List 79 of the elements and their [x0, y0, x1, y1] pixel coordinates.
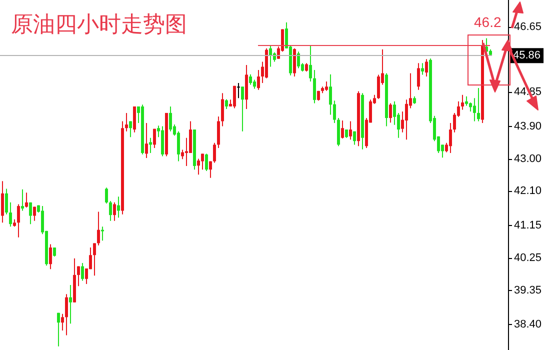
- candlestick: [5, 188, 8, 215]
- candlestick: [233, 85, 236, 109]
- candlestick: [109, 200, 112, 222]
- candlestick: [117, 196, 120, 218]
- candlestick: [465, 96, 468, 106]
- candlestick: [477, 88, 480, 122]
- candlestick: [145, 122, 148, 159]
- candlestick: [221, 92, 224, 127]
- candlestick: [237, 82, 240, 99]
- candlestick: [241, 86, 244, 132]
- candlestick: [469, 102, 472, 112]
- candlestick: [1, 180, 4, 224]
- candlestick: [69, 284, 72, 324]
- candlestick: [9, 202, 12, 228]
- candlestick: [65, 294, 68, 336]
- candlestick: [217, 116, 220, 148]
- y-tick-label: 41.15: [514, 220, 542, 232]
- candlestick: [393, 100, 396, 126]
- candlestick: [333, 100, 336, 124]
- candlestick: [53, 247, 56, 258]
- y-tick-label: 43.90: [514, 120, 542, 132]
- candlestick: [329, 74, 332, 116]
- candlestick: [309, 44, 312, 82]
- candlestick: [201, 153, 204, 170]
- candlestick: [425, 58, 428, 77]
- candlestick: [129, 120, 132, 138]
- candlestick: [325, 81, 328, 92]
- candlestick: [473, 98, 476, 122]
- candlestick: [189, 120, 192, 154]
- candlestick: [93, 242, 96, 276]
- y-tick-label: 46.65: [514, 21, 542, 34]
- candlestick: [377, 74, 380, 100]
- candlestick: [81, 262, 84, 282]
- candlestick: [213, 142, 216, 164]
- annotation: 46.2: [474, 14, 502, 30]
- candlestick: [341, 120, 344, 140]
- candlestick: [177, 130, 180, 162]
- text: 原油四小时走势图: [11, 12, 187, 36]
- candlestick: [449, 122, 452, 154]
- candlestick: [61, 313, 64, 332]
- candlestick: [297, 51, 300, 69]
- ref-line-label: 45.86: [513, 50, 541, 62]
- candlestick: [405, 99, 408, 140]
- candlestick: [77, 266, 80, 287]
- candlestick: [169, 106, 172, 132]
- y-tick-label: 39.35: [514, 284, 542, 296]
- candlestick: [125, 112, 128, 132]
- y-tick-label: 42.10: [514, 185, 542, 198]
- candlestick: [17, 204, 20, 238]
- y-tick-label: 38.40: [514, 318, 542, 331]
- candlestick: [249, 74, 252, 86]
- candlestick: [101, 226, 104, 242]
- candlestick: [257, 70, 260, 90]
- candlestick: [57, 312, 60, 347]
- candlestick: [21, 188, 24, 212]
- candlestick: [313, 70, 316, 104]
- candlestick: [97, 211, 100, 246]
- y-tick-label: 43.00: [514, 152, 542, 165]
- y-tick-label: 40.25: [514, 252, 542, 264]
- candlestick: [269, 45, 272, 68]
- candlestick: [149, 137, 152, 154]
- candlestick: [29, 202, 32, 225]
- candlestick: [461, 94, 464, 110]
- candlestick: [421, 62, 424, 76]
- candlestick: [113, 202, 116, 222]
- candlestick: [133, 106, 136, 133]
- candlestick: [253, 79, 256, 90]
- candlestick: [205, 153, 208, 172]
- candlestick: [25, 192, 28, 208]
- candlestick: [349, 120, 352, 140]
- candlestick: [209, 160, 212, 178]
- candlestick: [49, 244, 52, 270]
- candlestick: [153, 128, 156, 148]
- candlestick: [353, 130, 356, 146]
- candlestick: [225, 98, 228, 110]
- candlestick: [105, 187, 108, 204]
- candlestick: [417, 62, 420, 90]
- candlestick: [33, 206, 36, 222]
- candlestick: [389, 102, 392, 124]
